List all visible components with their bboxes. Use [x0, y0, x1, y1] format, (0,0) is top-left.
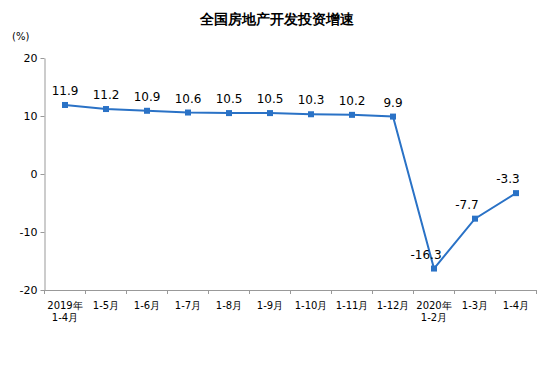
x-separator [44, 290, 45, 294]
data-label: -3.3 [496, 172, 519, 186]
data-label: 11.9 [52, 84, 79, 98]
x-tick: 1-9月 [257, 300, 283, 311]
x-tick: 1-8月 [216, 300, 242, 311]
x-tick-label: 1-4月 [503, 300, 529, 311]
y-tick: 0 [31, 168, 45, 181]
x-tick: 1-12月 [377, 300, 410, 311]
x-tick: 2019年1-4月 [47, 300, 82, 323]
y-tick: -20 [20, 284, 45, 297]
chart: 全国房地产开发投资增速 (%) -20 -10 0 10 20 2019年1-4月 1-5月 1-… [0, 0, 554, 367]
data-label: 10.5 [257, 92, 284, 106]
x-separator [495, 290, 496, 294]
x-separator [372, 290, 373, 294]
marker [267, 110, 273, 116]
x-tick-label: 2019年1-4月 [47, 300, 82, 323]
data-label: 9.9 [383, 96, 402, 110]
y-tick-mark [41, 58, 45, 59]
plot [62, 102, 519, 272]
marker [103, 106, 109, 112]
y-tick-label: -10 [20, 226, 38, 239]
y-tick-mark [41, 116, 45, 117]
data-label: 10.3 [298, 93, 325, 107]
y-tick: 10 [24, 110, 45, 123]
data-label: -16.3 [410, 248, 441, 262]
data-label: -7.7 [455, 198, 478, 212]
y-tick-label: 0 [31, 168, 38, 181]
x-separator [413, 290, 414, 294]
x-separator [167, 290, 168, 294]
marker [513, 190, 519, 196]
x-tick: 1-11月 [336, 300, 369, 311]
x-tick: 1-5月 [93, 300, 119, 311]
data-label: 10.2 [339, 94, 366, 108]
x-tick-label: 1-10月 [295, 300, 328, 311]
x-tick-label: 1-7月 [175, 300, 201, 311]
line [65, 105, 516, 269]
x-axis: 2019年1-4月 1-5月 1-6月 1-7月 1-8月 1-9月 1-10月 1-11月 1… [45, 291, 537, 324]
x-tick: 1-3月 [462, 300, 488, 311]
marker [62, 102, 68, 108]
y-tick-mark [41, 232, 45, 233]
x-separator [331, 290, 332, 294]
x-tick: 2020年1-2月 [416, 300, 451, 323]
x-tick-label: 1-5月 [93, 300, 119, 311]
y-tick-label: 20 [24, 52, 38, 65]
x-separator [290, 290, 291, 294]
y-tick-label: -20 [20, 284, 38, 297]
marker [349, 112, 355, 118]
y-axis-label: (%) [12, 31, 29, 42]
y-axis-line [45, 59, 46, 291]
data-label: 11.2 [93, 88, 120, 102]
y-tick: 20 [24, 52, 45, 65]
title: 全国房地产开发投资增速 [199, 11, 355, 27]
x-tick: 1-6月 [134, 300, 160, 311]
y-tick-label: 10 [24, 110, 38, 123]
y-axis: -20 -10 0 10 20 [20, 52, 45, 297]
marker [185, 110, 191, 116]
x-tick: 1-4月 [503, 300, 529, 311]
marker [472, 216, 478, 222]
data-label: 10.9 [134, 90, 161, 104]
y-tick-mark [41, 174, 45, 175]
x-tick: 1-10月 [295, 300, 328, 311]
x-separator [85, 290, 86, 294]
marker [226, 110, 232, 116]
x-separator [536, 290, 537, 294]
marker [390, 114, 396, 120]
data-label: 10.6 [175, 92, 202, 106]
x-separator [249, 290, 250, 294]
x-tick: 1-7月 [175, 300, 201, 311]
x-separator [454, 290, 455, 294]
x-tick-label: 1-8月 [216, 300, 242, 311]
marker [308, 111, 314, 117]
x-separator [208, 290, 209, 294]
x-tick-label: 2020年1-2月 [416, 300, 451, 323]
x-tick-label: 1-12月 [377, 300, 410, 311]
data-label: 10.5 [216, 92, 243, 106]
y-tick: -10 [20, 226, 45, 239]
x-tick-label: 1-11月 [336, 300, 369, 311]
y-tick-mark [41, 290, 45, 291]
x-tick-label: 1-3月 [462, 300, 488, 311]
marker [144, 108, 150, 114]
x-separator [126, 290, 127, 294]
x-tick-label: 1-9月 [257, 300, 283, 311]
x-tick-label: 1-6月 [134, 300, 160, 311]
marker [431, 266, 437, 272]
